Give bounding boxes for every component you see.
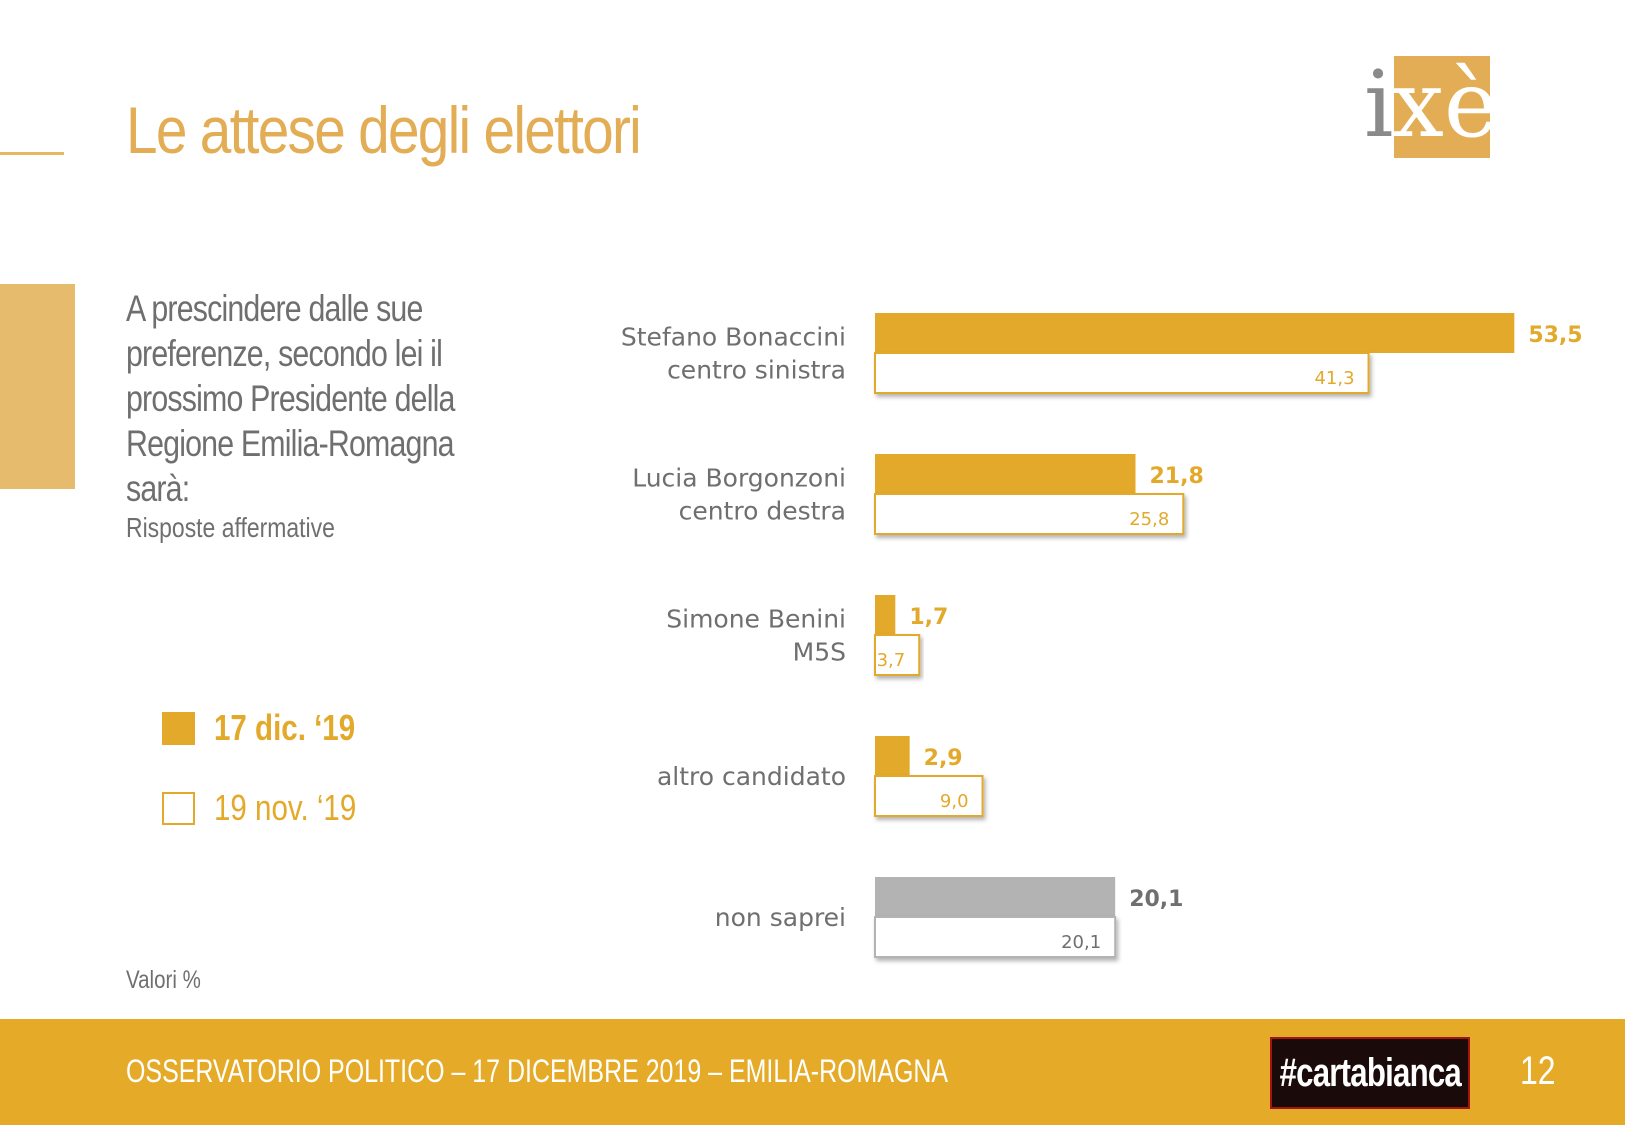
cartabianca-badge: #cartabianca <box>1270 1037 1470 1109</box>
side-accent-block <box>0 284 75 489</box>
title-rule <box>0 152 64 155</box>
legend-label-dec: 17 dic. ‘19 <box>214 707 356 748</box>
value-label-dec-4: 20,1 <box>1129 887 1183 912</box>
question-text: A prescindere dalle sue preferenze, seco… <box>126 288 455 509</box>
logo-i: i <box>1364 52 1393 158</box>
value-label-nov-3: 9,0 <box>940 791 969 812</box>
subnote-text: Risposte affermative <box>126 512 335 543</box>
legend-item-nov: 19 nov. ‘19 <box>162 787 387 829</box>
category-label-2-0: Simone Benini <box>666 605 846 634</box>
ixe-logo: i xè <box>1364 52 1492 158</box>
category-label-1-0: Lucia Borgonzoni <box>632 464 846 493</box>
footer-bar: OSSERVATORIO POLITICO – 17 DICEMBRE 2019… <box>0 1019 1625 1125</box>
category-label-0-1: centro sinistra <box>667 356 846 385</box>
cartabianca-label: #cartabianca <box>1279 1050 1461 1095</box>
value-label-dec-3: 2,9 <box>924 746 963 771</box>
value-label-nov-0: 41,3 <box>1314 368 1354 389</box>
value-label-dec-1: 21,8 <box>1150 464 1204 489</box>
bar-nov-4 <box>874 916 1117 958</box>
legend-swatch-outline <box>162 791 195 825</box>
bar-nov-0 <box>874 352 1370 394</box>
category-label-0-0: Stefano Bonaccini <box>621 323 846 352</box>
value-label-dec-0: 53,5 <box>1528 323 1582 348</box>
bar-dec-1 <box>875 454 1136 494</box>
category-label-2-1: M5S <box>793 638 846 667</box>
legend-swatch-filled <box>162 711 195 745</box>
page-title: Le attese degli elettori <box>126 93 642 167</box>
legend-item-dec: 17 dic. ‘19 <box>162 707 386 749</box>
bar-nov-3 <box>874 775 984 817</box>
bar-dec-0 <box>875 313 1515 353</box>
category-label-4-0: non saprei <box>715 903 846 932</box>
value-label-nov-1: 25,8 <box>1129 509 1169 530</box>
footer-text: OSSERVATORIO POLITICO – 17 DICEMBRE 2019… <box>126 1053 949 1089</box>
bar-nov-1 <box>874 493 1185 535</box>
values-note: Valori % <box>126 966 201 994</box>
bar-dec-3 <box>875 736 910 776</box>
bar-chart: 53,5 41,3 Stefano Bonaccini centro sinistra… <box>621 313 1583 958</box>
bar-dec-4 <box>875 877 1116 917</box>
value-label-nov-4: 20,1 <box>1061 932 1101 953</box>
category-label-1-1: centro destra <box>679 497 846 526</box>
bar-nov-2 <box>874 634 921 676</box>
logo-xe: xè <box>1392 52 1492 158</box>
value-label-nov-2: 3,7 <box>877 650 906 671</box>
category-label-3-0: altro candidato <box>657 762 846 791</box>
page-number: 12 <box>1520 1049 1556 1093</box>
legend-label-nov: 19 nov. ‘19 <box>214 787 357 828</box>
bar-dec-2 <box>875 595 896 635</box>
value-label-dec-2: 1,7 <box>909 605 948 630</box>
